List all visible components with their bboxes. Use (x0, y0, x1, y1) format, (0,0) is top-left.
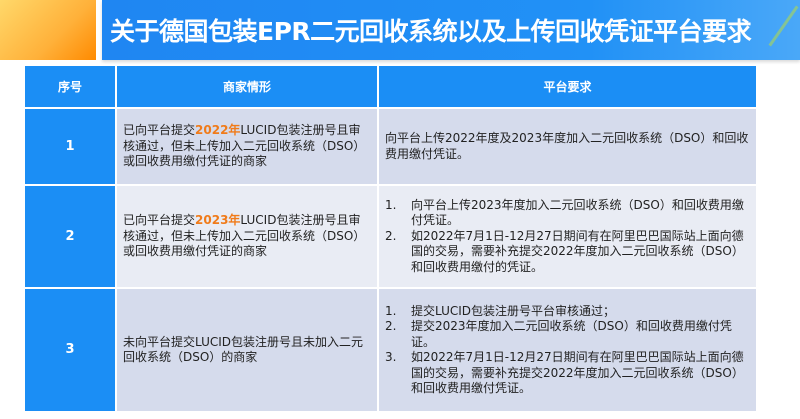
table-row: 2 已向平台提交2023年LUCID包装注册号且审核通过，但未上传加入二元回收系… (25, 186, 756, 287)
table-row: 3 未向平台提交LUCID包装注册号且未加入二元回收系统（DSO）的商家 1. 提… (25, 289, 756, 411)
platform-requirement: 1. 向平台上传2023年度加入二元回收系统（DSO）和回收费用缴付凭证。 2. 如… (377, 186, 756, 287)
requirement-list: 1. 提交LUCID包装注册号平台审核通过； 2. 提交2023年度加入二元回收系统… (385, 304, 750, 397)
item-text: 提交LUCID包装注册号平台审核通过； (411, 303, 616, 318)
item-text: 提交2023年度加入二元回收系统（DSO）和回收费用缴付凭证。 (411, 319, 732, 349)
platform-requirement: 1. 提交LUCID包装注册号平台审核通过； 2. 提交2023年度加入二元回收系统… (377, 289, 756, 411)
row-number: 1 (25, 109, 115, 184)
merchant-situation: 未向平台提交LUCID包装注册号且未加入二元回收系统（DSO）的商家 (115, 289, 377, 411)
requirement-list: 1. 向平台上传2023年度加入二元回收系统（DSO）和回收费用缴付凭证。 2. 如… (385, 198, 750, 276)
item-number: 1. (385, 197, 397, 212)
text: LUCID包装注册号且审核通过，但未上传加入二元回收系统（DSO）或回收费用缴付… (123, 213, 366, 259)
text: 已向平台提交 (123, 213, 196, 228)
list-item: 3. 如2022年7月1日-12月27日期间有在阿里巴巴国际站上面向德国的交易，需… (385, 350, 750, 397)
item-number: 2. (385, 319, 397, 333)
row-number: 3 (25, 289, 115, 411)
header-number: 序号 (25, 66, 115, 107)
item-text: 如2022年7月1日-12月27日期间有在阿里巴巴国际站上面向德国的交易，需要补… (411, 228, 744, 274)
item-number: 3. (385, 350, 397, 364)
list-item: 2. 如2022年7月1日-12月27日期间有在阿里巴巴国际站上面向德国的交易，需… (385, 229, 750, 276)
decorative-orange-block (0, 0, 96, 60)
merchant-situation: 已向平台提交2022年LUCID包装注册号且审核通过，但未上传加入二元回收系统（… (115, 109, 377, 184)
merchant-situation: 已向平台提交2023年LUCID包装注册号且审核通过，但未上传加入二元回收系统（… (115, 186, 377, 287)
title-bar: 关于德国包装EPR二元回收系统以及上传回收凭证平台要求 (102, 0, 800, 60)
list-item: 1. 提交LUCID包装注册号平台审核通过； (385, 304, 750, 320)
item-number: 2. (385, 228, 397, 243)
list-item: 2. 提交2023年度加入二元回收系统（DSO）和回收费用缴付凭证。 (385, 319, 750, 350)
list-item: 1. 向平台上传2023年度加入二元回收系统（DSO）和回收费用缴付凭证。 (385, 198, 750, 229)
decorative-stroke (768, 5, 799, 47)
item-text: 如2022年7月1日-12月27日期间有在阿里巴巴国际站上面向德国的交易，需要补… (411, 350, 744, 395)
item-text: 向平台上传2023年度加入二元回收系统（DSO）和回收费用缴付凭证。 (411, 197, 744, 228)
table-header-row: 序号 商家情形 平台要求 (25, 66, 756, 107)
item-number: 1. (385, 303, 397, 318)
page-title: 关于德国包装EPR二元回收系统以及上传回收凭证平台要求 (110, 17, 752, 46)
text: LUCID包装注册号且审核通过，但未上传加入二元回收系统（DSO）或回收费用缴付… (123, 123, 366, 169)
header-platform-requirement: 平台要求 (377, 66, 756, 107)
platform-requirement: 向平台上传2022年度及2023年度加入二元回收系统（DSO）和回收费用缴付凭证… (377, 109, 756, 184)
highlight-year: 2023年 (195, 213, 241, 228)
row-number: 2 (25, 186, 115, 287)
header-merchant-situation: 商家情形 (115, 66, 377, 107)
requirements-table: 序号 商家情形 平台要求 1 已向平台提交2022年LUCID包装注册号且审核通… (25, 64, 756, 413)
table-row: 1 已向平台提交2022年LUCID包装注册号且审核通过，但未上传加入二元回收系… (25, 109, 756, 184)
text: 已向平台提交 (123, 123, 196, 138)
highlight-year: 2022年 (195, 123, 241, 138)
